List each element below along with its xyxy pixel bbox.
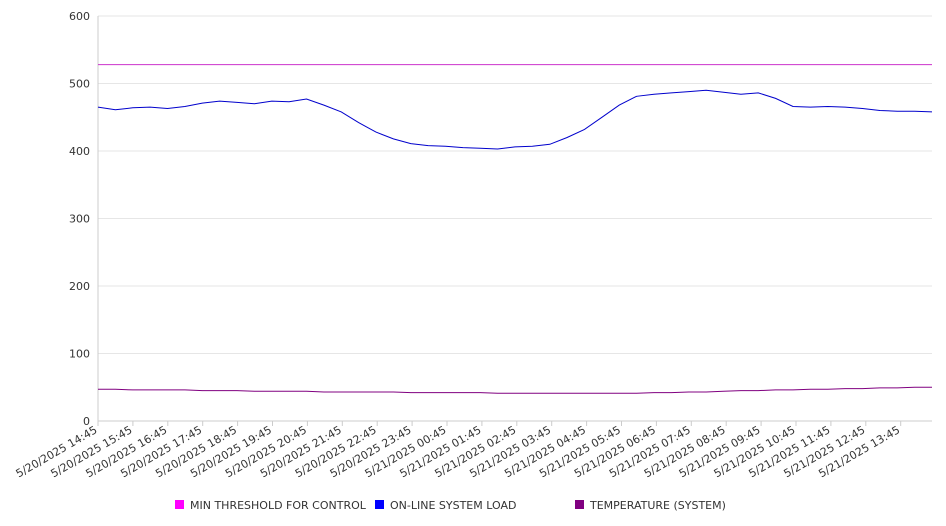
y-tick-label: 500 [69, 78, 90, 91]
x-axis: 5/20/2025 14:455/20/2025 15:455/20/2025 … [14, 420, 932, 480]
y-tick-label: 600 [69, 10, 90, 23]
gridlines [98, 15, 932, 354]
legend-swatch [175, 500, 184, 509]
legend-swatch [575, 500, 584, 509]
legend-label: TEMPERATURE (SYSTEM) [589, 499, 726, 512]
legend-label: MIN THRESHOLD FOR CONTROL [190, 499, 367, 512]
series-line-2 [98, 386, 932, 394]
y-tick-label: 100 [69, 348, 90, 361]
y-tick-label: 0 [83, 415, 90, 428]
legend-swatch [375, 500, 384, 509]
y-tick-label: 200 [69, 280, 90, 293]
series-line-1 [97, 89, 933, 150]
y-tick-label: 400 [69, 145, 90, 158]
series-lines [97, 64, 933, 394]
y-axis: 0 100 200 300 400 500 600 [69, 10, 99, 428]
y-tick-label: 300 [69, 213, 90, 226]
legend: MIN THRESHOLD FOR CONTROL ON-LINE SYSTEM … [175, 499, 726, 512]
legend-label: ON-LINE SYSTEM LOAD [390, 499, 516, 512]
